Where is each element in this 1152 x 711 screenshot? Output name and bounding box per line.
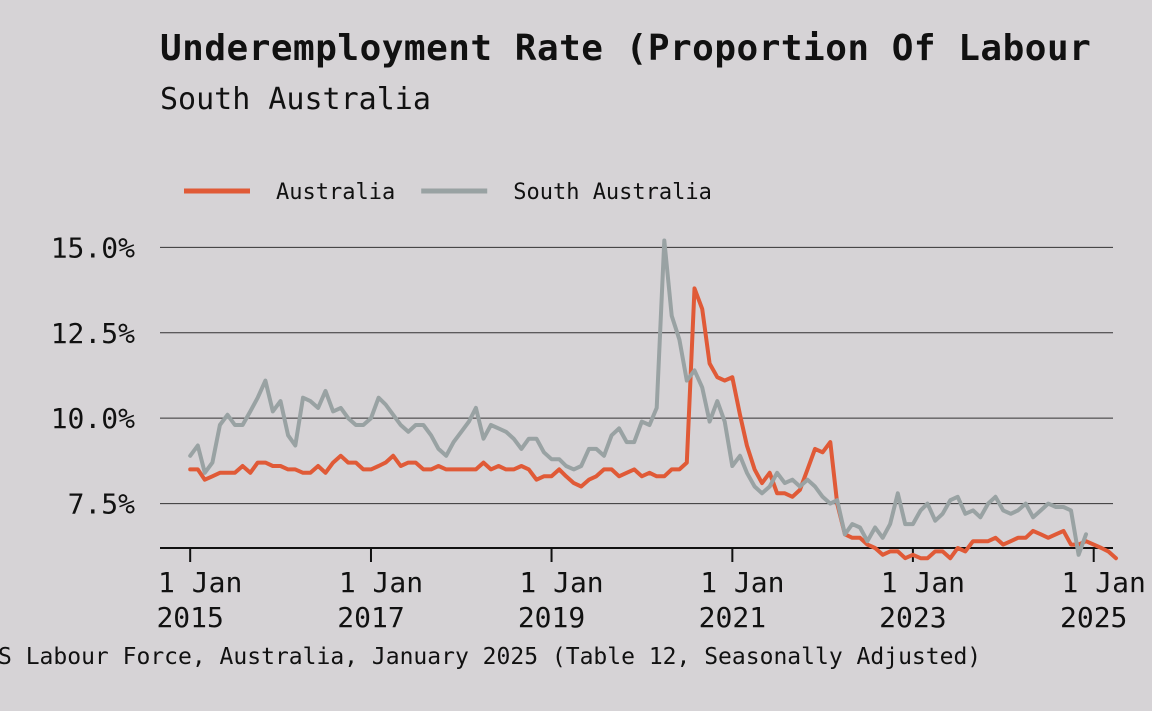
x-tick-label: 1 Jan	[700, 566, 784, 599]
y-tick-label: 15.0%	[51, 231, 135, 264]
x-tick-label-year: 2017	[337, 601, 404, 634]
x-tick-label-year: 2023	[879, 601, 946, 634]
x-tick-label-year: 2015	[156, 601, 223, 634]
chart-title: Underemployment Rate (Proportion Of Labo…	[160, 28, 1092, 69]
x-tick-label: 1 Jan	[519, 566, 603, 599]
x-tick-label-year: 2025	[1060, 601, 1127, 634]
y-tick-label: 12.5%	[51, 317, 135, 350]
x-tick-label: 1 Jan	[158, 566, 242, 599]
y-tick-label: 7.5%	[68, 488, 136, 521]
x-tick-label: 1 Jan	[1062, 566, 1146, 599]
series-line-south-australia	[188, 238, 1088, 557]
chart-subtitle: South Australia	[160, 82, 431, 117]
x-tick-label: 1 Jan	[881, 566, 965, 599]
y-tick-label: 10.0%	[51, 402, 135, 435]
x-tick-label-year: 2021	[699, 601, 766, 634]
x-tick-label: 1 Jan	[339, 566, 423, 599]
source-note: S Labour Force, Australia, January 2025 …	[0, 644, 982, 670]
legend-label: South Australia	[513, 180, 712, 205]
x-tick-label-year: 2019	[518, 601, 585, 634]
legend-label: Australia	[276, 180, 395, 205]
series-line-australia	[188, 286, 1118, 561]
